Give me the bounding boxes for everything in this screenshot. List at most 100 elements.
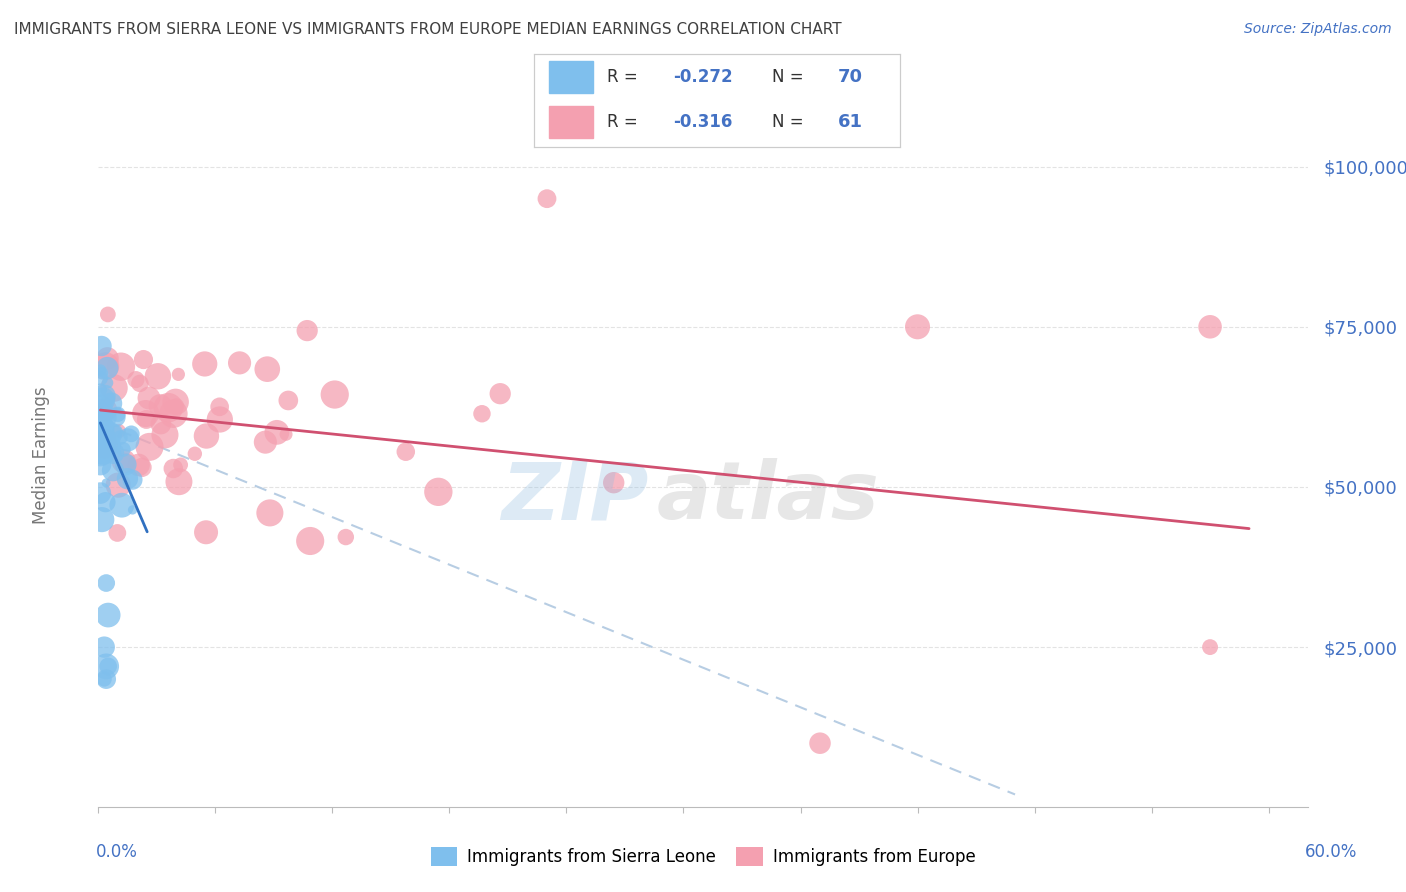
Point — [93, 389, 115, 403]
Point — [91, 411, 114, 425]
Point — [165, 395, 187, 409]
Point — [94, 475, 117, 490]
Point — [89, 434, 111, 448]
Legend: Immigrants from Sierra Leone, Immigrants from Europe: Immigrants from Sierra Leone, Immigrants… — [423, 840, 983, 873]
Point — [96, 432, 118, 446]
Point — [89, 432, 111, 446]
Point — [90, 339, 112, 353]
Point — [90, 409, 112, 424]
Point — [97, 429, 120, 443]
Point — [89, 448, 111, 462]
Point — [195, 429, 218, 443]
Point — [96, 444, 118, 458]
Point — [1199, 640, 1222, 654]
Point — [93, 640, 115, 654]
Point — [90, 421, 112, 435]
Text: R =: R = — [607, 68, 644, 86]
Point — [91, 446, 114, 460]
Text: 0.0%: 0.0% — [96, 843, 138, 861]
Point — [98, 420, 121, 434]
Point — [195, 525, 218, 540]
Point — [208, 412, 231, 426]
Point — [1199, 319, 1222, 334]
Point — [91, 408, 114, 422]
Point — [90, 421, 112, 435]
Point — [104, 445, 127, 459]
Point — [117, 433, 139, 447]
Point — [138, 440, 160, 454]
Point — [96, 361, 118, 376]
Text: -0.316: -0.316 — [673, 113, 733, 131]
Point — [89, 447, 111, 461]
Point — [96, 672, 118, 686]
Point — [90, 513, 112, 527]
Point — [89, 421, 111, 435]
Point — [208, 400, 231, 414]
Point — [89, 486, 111, 500]
Point — [335, 530, 357, 544]
Point — [167, 475, 190, 489]
Point — [96, 576, 118, 591]
Point — [128, 458, 150, 472]
Point — [471, 407, 494, 421]
Point — [103, 381, 125, 395]
Point — [165, 399, 187, 413]
Point — [120, 426, 142, 441]
Point — [107, 478, 129, 492]
Point — [89, 401, 111, 415]
Point — [110, 430, 132, 444]
Bar — [548, 106, 593, 138]
Point — [162, 407, 184, 421]
Point — [153, 427, 176, 442]
Point — [91, 422, 114, 436]
Point — [121, 473, 143, 487]
Point — [256, 362, 278, 376]
Point — [169, 458, 191, 472]
Point — [194, 357, 217, 371]
Point — [114, 456, 136, 470]
Point — [125, 373, 148, 387]
Point — [135, 412, 157, 426]
Point — [89, 383, 111, 397]
Text: -0.272: -0.272 — [673, 68, 733, 86]
Point — [266, 425, 288, 440]
Point — [295, 324, 318, 338]
Point — [96, 351, 118, 366]
Point — [121, 503, 143, 517]
Point — [395, 444, 418, 458]
Point — [274, 427, 297, 442]
Point — [112, 442, 135, 457]
Point — [104, 410, 127, 425]
Point — [91, 439, 114, 453]
Text: 60.0%: 60.0% — [1305, 843, 1357, 861]
Text: ZIP: ZIP — [501, 458, 648, 536]
Point — [89, 407, 111, 421]
Point — [97, 608, 120, 623]
Text: N =: N = — [772, 113, 808, 131]
Point — [94, 434, 117, 448]
Point — [135, 407, 157, 421]
Point — [254, 435, 277, 450]
Point — [103, 446, 125, 460]
Point — [162, 461, 184, 475]
Point — [89, 409, 111, 424]
Point — [536, 192, 558, 206]
Point — [108, 424, 131, 438]
Point — [100, 396, 122, 410]
Point — [89, 363, 111, 377]
Point — [90, 416, 112, 430]
Point — [111, 498, 134, 512]
Point — [167, 368, 190, 382]
Point — [93, 420, 115, 434]
Point — [149, 417, 172, 431]
Point — [97, 659, 120, 673]
Point — [89, 443, 111, 458]
Text: Source: ZipAtlas.com: Source: ZipAtlas.com — [1244, 22, 1392, 37]
Point — [90, 366, 112, 380]
Point — [93, 410, 115, 425]
Text: R =: R = — [607, 113, 644, 131]
Point — [91, 420, 114, 434]
Point — [89, 458, 111, 472]
Point — [131, 460, 153, 475]
Point — [323, 387, 346, 401]
